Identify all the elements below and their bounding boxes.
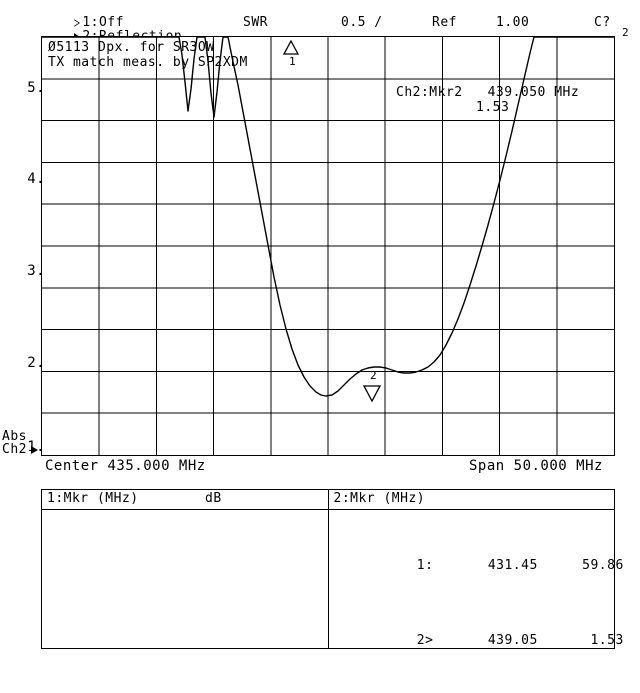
- marker-1-number: 1: [289, 55, 296, 68]
- grid-and-trace: [42, 37, 614, 455]
- marker-row-freq: 439.05: [487, 633, 538, 648]
- channel2-ref-label: Ref: [432, 15, 457, 30]
- table-row[interactable]: 1: 431.45 59.86: [334, 543, 624, 588]
- table-row[interactable]: 2> 439.05 1.53: [334, 618, 624, 663]
- marker-2-triangle-icon: [362, 385, 382, 403]
- marker-table-column-1: 1:Mkr (MHz) dB: [42, 490, 329, 648]
- marker-table-col1-unit: dB: [205, 491, 222, 506]
- marker-row-id: 2>: [416, 633, 434, 648]
- marker-table-col2-rows: 1: 431.45 59.86 2> 439.05 1.53: [334, 513, 624, 693]
- graph-graticule[interactable]: [41, 36, 615, 456]
- marker-table: 1:Mkr (MHz) dB 2:Mkr (MHz) 1: 431.45 59.86…: [41, 489, 623, 649]
- graph-title-line1: Ø5113 Dpx. for SR3OW: [48, 40, 215, 55]
- marker-2-number: 2: [370, 369, 377, 382]
- marker-row-freq: 431.45: [487, 558, 538, 573]
- trace-curve: [42, 37, 614, 397]
- marker-table-col1-title: 1:Mkr (MHz): [47, 491, 139, 506]
- scale-mode-label: Abs: [2, 429, 27, 444]
- channel2-format[interactable]: SWR: [243, 15, 268, 30]
- channel2-scale-per-div[interactable]: 0.5 /: [341, 15, 383, 30]
- marker-row-value: 1.53: [590, 633, 624, 648]
- marker-table-column-2: 2:Mkr (MHz) 1: 431.45 59.86 2> 439.05 1.53: [328, 490, 623, 648]
- scale-channel-label: Ch2: [2, 442, 27, 457]
- graph-title-line2: TX match meas. by SP2XDM: [48, 55, 248, 70]
- channel-active-arrow-icon: [31, 446, 38, 454]
- channel1-status-line[interactable]: 1:Off: [41, 2, 124, 44]
- center-frequency-label[interactable]: Center 435.000 MHz: [45, 458, 206, 474]
- marker-row-id: 1:: [416, 558, 434, 573]
- marker-table-column-2-header: 2:Mkr (MHz): [328, 490, 614, 510]
- marker-1[interactable]: 1: [282, 39, 300, 67]
- span-label[interactable]: Span 50.000 MHz: [469, 458, 603, 474]
- marker-table-col2-title: 2:Mkr (MHz): [333, 491, 426, 506]
- vna-screen: 1:Off 2:Reflection SWR 0.5 / Ref 1.00 C?…: [0, 0, 640, 659]
- marker-1-triangle-icon: [282, 39, 300, 55]
- channel1-label: 1:Off: [82, 15, 124, 30]
- channel2-ref-value[interactable]: 1.00: [496, 15, 530, 30]
- correction-channel-number: 2: [622, 26, 630, 39]
- marker-readout-line1: Ch2:Mkr2 439.050 MHz: [396, 85, 580, 100]
- marker-row-value: 59.86: [582, 558, 624, 573]
- marker-2[interactable]: 2: [362, 369, 382, 407]
- marker-readout-line2: 1.53: [476, 100, 510, 115]
- correction-status: C?: [594, 15, 611, 30]
- marker-table-column-1-header: 1:Mkr (MHz) dB: [42, 490, 328, 510]
